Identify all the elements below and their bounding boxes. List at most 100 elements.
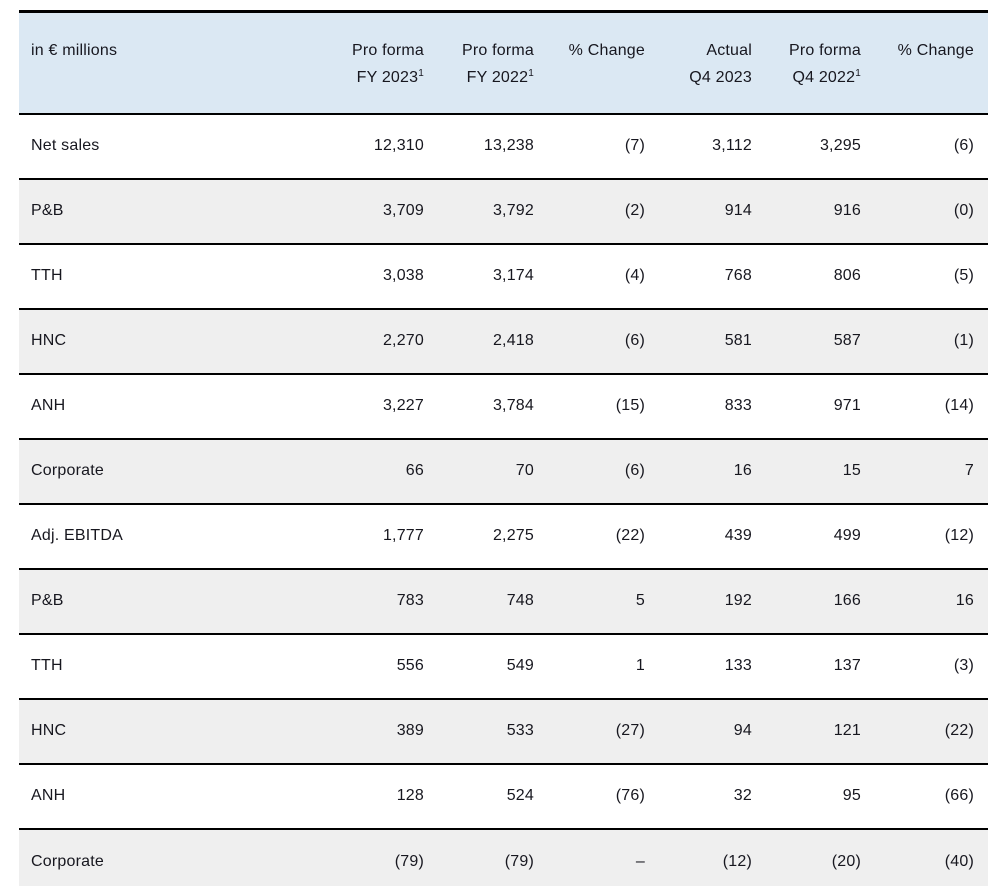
cell-value: (40) <box>875 828 988 886</box>
cell-value: 16 <box>875 568 988 635</box>
cell-value: 2,418 <box>438 308 548 375</box>
cell-value: (12) <box>659 828 766 886</box>
cell-value: 95 <box>766 763 875 830</box>
cell-value: (12) <box>875 503 988 570</box>
header-line2: Q4 20221 <box>792 68 861 87</box>
cell-value: 533 <box>438 698 548 765</box>
cell-value: 806 <box>766 243 875 310</box>
header-row: in € millions Pro forma FY 20231 Pro for… <box>19 10 988 115</box>
row-label: HNC <box>19 308 328 375</box>
column-header-pct-change-fy: % Change <box>548 10 659 115</box>
cell-value: 3,227 <box>328 373 438 440</box>
cell-value: 192 <box>659 568 766 635</box>
cell-value: 916 <box>766 178 875 245</box>
cell-value: 581 <box>659 308 766 375</box>
column-header-proforma-fy2022: Pro forma FY 20221 <box>438 10 548 115</box>
cell-value: (66) <box>875 763 988 830</box>
cell-value: 3,174 <box>438 243 548 310</box>
cell-value: 524 <box>438 763 548 830</box>
cell-value: 3,792 <box>438 178 548 245</box>
table-header: in € millions Pro forma FY 20231 Pro for… <box>19 10 988 115</box>
cell-value: 971 <box>766 373 875 440</box>
cell-value: 66 <box>328 438 438 505</box>
cell-value: 5 <box>548 568 659 635</box>
cell-value: 2,275 <box>438 503 548 570</box>
cell-value: (15) <box>548 373 659 440</box>
financial-results-table: in € millions Pro forma FY 20231 Pro for… <box>19 10 988 886</box>
cell-value: 3,295 <box>766 113 875 180</box>
table-row: P&B 3,709 3,792 (2) 914 916 (0) <box>19 178 988 245</box>
footnote-marker: 1 <box>855 68 861 79</box>
row-label: ANH <box>19 763 328 830</box>
row-label: HNC <box>19 698 328 765</box>
footnote-marker: 1 <box>418 68 424 79</box>
cell-value: 439 <box>659 503 766 570</box>
row-label: TTH <box>19 243 328 310</box>
cell-value: 13,238 <box>438 113 548 180</box>
cell-value: (2) <box>548 178 659 245</box>
cell-value: (79) <box>328 828 438 886</box>
cell-value: 783 <box>328 568 438 635</box>
row-label: Corporate <box>19 828 328 886</box>
cell-value: 7 <box>875 438 988 505</box>
cell-value: (22) <box>875 698 988 765</box>
column-header-proforma-q4-2022: Pro forma Q4 20221 <box>766 10 875 115</box>
cell-value: 587 <box>766 308 875 375</box>
header-line1: Pro forma <box>788 42 861 59</box>
cell-value: 1 <box>548 633 659 700</box>
table-row: Corporate 66 70 (6) 16 15 7 <box>19 438 988 505</box>
cell-value: 137 <box>766 633 875 700</box>
footnote-marker: 1 <box>528 68 534 79</box>
cell-value: 166 <box>766 568 875 635</box>
cell-value: 914 <box>659 178 766 245</box>
table-row: HNC 2,270 2,418 (6) 581 587 (1) <box>19 308 988 375</box>
table-row: Net sales 12,310 13,238 (7) 3,112 3,295 (6) <box>19 113 988 180</box>
column-header-pct-change-q4: % Change <box>875 10 988 115</box>
cell-value: 32 <box>659 763 766 830</box>
cell-value: 94 <box>659 698 766 765</box>
cell-value: (6) <box>548 308 659 375</box>
cell-value: 16 <box>659 438 766 505</box>
cell-value: (76) <box>548 763 659 830</box>
cell-value: (6) <box>875 113 988 180</box>
cell-value: 2,270 <box>328 308 438 375</box>
cell-value: (27) <box>548 698 659 765</box>
table-row: ANH 3,227 3,784 (15) 833 971 (14) <box>19 373 988 440</box>
cell-value: 128 <box>328 763 438 830</box>
row-label: P&B <box>19 178 328 245</box>
cell-value: 15 <box>766 438 875 505</box>
cell-value: (20) <box>766 828 875 886</box>
row-label: P&B <box>19 568 328 635</box>
column-header-proforma-fy2023: Pro forma FY 20231 <box>328 10 438 115</box>
table-row: TTH 3,038 3,174 (4) 768 806 (5) <box>19 243 988 310</box>
header-line1: Pro forma <box>461 42 534 59</box>
cell-value: 1,777 <box>328 503 438 570</box>
row-label: ANH <box>19 373 328 440</box>
header-line1: % Change <box>897 42 974 59</box>
unit-label: in € millions <box>19 10 328 115</box>
financial-results-table-wrap: in € millions Pro forma FY 20231 Pro for… <box>19 10 988 886</box>
table-row: Corporate (79) (79) – (12) (20) (40) <box>19 828 988 886</box>
table-row: HNC 389 533 (27) 94 121 (22) <box>19 698 988 765</box>
cell-value: 748 <box>438 568 548 635</box>
cell-value: (1) <box>875 308 988 375</box>
cell-value: 12,310 <box>328 113 438 180</box>
row-label: Adj. EBITDA <box>19 503 328 570</box>
header-line2: FY 20231 <box>356 68 424 87</box>
cell-value: 556 <box>328 633 438 700</box>
table-row: ANH 128 524 (76) 32 95 (66) <box>19 763 988 830</box>
row-label: Corporate <box>19 438 328 505</box>
table-row: P&B 783 748 5 192 166 16 <box>19 568 988 635</box>
header-line1: % Change <box>568 42 645 59</box>
table-body: Net sales 12,310 13,238 (7) 3,112 3,295 (6) P&B… <box>19 113 988 886</box>
cell-value: 70 <box>438 438 548 505</box>
row-label: Net sales <box>19 113 328 180</box>
cell-value: 833 <box>659 373 766 440</box>
cell-value: (7) <box>548 113 659 180</box>
cell-value: 499 <box>766 503 875 570</box>
cell-value: 121 <box>766 698 875 765</box>
row-label: TTH <box>19 633 328 700</box>
cell-value: – <box>548 828 659 886</box>
cell-value: 3,038 <box>328 243 438 310</box>
